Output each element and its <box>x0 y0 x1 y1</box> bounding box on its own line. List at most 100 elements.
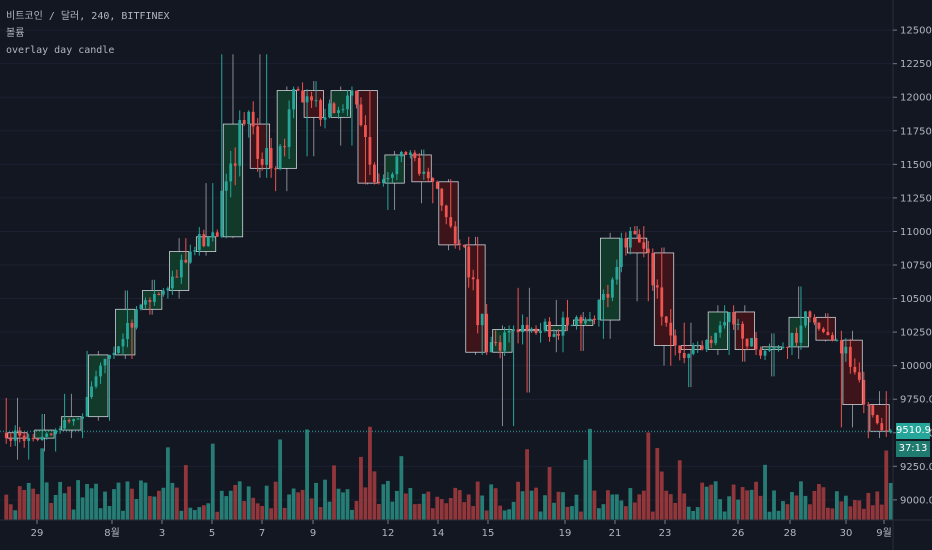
day-candle-box <box>330 90 351 118</box>
volume-bar <box>834 491 839 520</box>
candle-body <box>103 358 107 366</box>
candle-body <box>584 321 587 324</box>
day-candle-box <box>788 316 809 348</box>
candle-body <box>714 332 718 344</box>
candle-body <box>251 111 255 127</box>
day-candle-box <box>222 123 244 238</box>
candle-body <box>669 322 673 336</box>
candle-body <box>67 419 71 422</box>
volume-bar <box>843 495 848 520</box>
time-tick-label: 3 <box>159 528 165 539</box>
candle-body <box>745 338 749 347</box>
volume-bar <box>875 491 880 520</box>
candle-body <box>830 335 834 341</box>
time-axis[interactable]: 29 8월 3 5 7 9 12 14 15 19 21 23 26 28 30 9월 <box>0 519 932 539</box>
volume-bar <box>444 503 449 520</box>
candle-body <box>197 234 201 251</box>
price-axis[interactable]: 9000.09250.09500.09750.010000.010250.010… <box>893 26 932 507</box>
volume-bar <box>314 482 318 520</box>
volume-bar <box>121 510 125 520</box>
volume-bar <box>174 487 179 520</box>
volume-bar <box>641 490 646 520</box>
candle-body <box>170 276 174 289</box>
candle-body <box>292 88 295 110</box>
volume-bar <box>466 494 471 520</box>
volume-bar <box>134 499 139 520</box>
volume-bar <box>619 500 624 520</box>
volume-bar <box>62 493 67 520</box>
day-candle-box <box>384 154 405 184</box>
volume-bar <box>857 500 862 520</box>
volume-bar <box>516 481 520 520</box>
volume-bar <box>368 426 372 520</box>
volume-bar <box>520 491 525 520</box>
candle-body <box>646 248 650 253</box>
volume-bar <box>197 507 202 520</box>
symbol-title[interactable]: 비트코인 / 달러, 240, BITFINEX <box>6 11 170 22</box>
intraday-candles <box>4 54 893 460</box>
volume-bar <box>228 490 233 520</box>
volume-bar <box>776 510 781 520</box>
volume-indicator-label[interactable]: 볼륨 <box>6 28 25 39</box>
volume-bar <box>246 486 251 520</box>
candle-body <box>408 152 412 155</box>
candle-body <box>148 300 152 302</box>
candle-body <box>485 313 489 353</box>
volume-bar <box>287 494 292 520</box>
volume-bar <box>597 508 601 520</box>
volume-bar <box>529 490 534 520</box>
overlay-indicator-label[interactable]: overlay day candle <box>6 45 115 56</box>
volume-bar <box>803 495 808 520</box>
volume-bar <box>394 490 399 520</box>
candle-body <box>759 349 762 356</box>
volume-bar <box>704 486 709 520</box>
volume-bar <box>350 509 354 520</box>
candle-body <box>691 345 695 354</box>
candle-body <box>193 250 197 252</box>
volume-bar <box>852 500 857 520</box>
volume-bar <box>417 503 422 520</box>
price-tick-label: 9250.0 <box>900 462 932 473</box>
candle-body <box>696 345 700 347</box>
volume-bar <box>215 511 220 520</box>
volume-bar <box>296 492 300 520</box>
volume-bar <box>435 496 440 520</box>
candle-body <box>130 322 134 328</box>
volume-bar <box>22 489 27 520</box>
candle-body <box>76 418 80 420</box>
candle-body <box>471 277 475 280</box>
volume-bar <box>457 490 462 520</box>
candle-body <box>49 433 53 435</box>
candle-body <box>588 318 592 322</box>
candle-body <box>543 321 547 331</box>
volume-bar <box>799 481 803 520</box>
volume-bar <box>372 471 377 520</box>
candle-body <box>786 346 789 348</box>
volume-bar <box>677 460 682 520</box>
volume-bar <box>291 488 296 520</box>
volume-bar <box>754 481 758 520</box>
volume-bar <box>31 488 36 520</box>
volume-bar <box>637 494 642 520</box>
candle-body <box>108 354 111 359</box>
candle-body <box>655 285 659 288</box>
candle-body <box>256 126 260 159</box>
volume-bar <box>363 487 368 520</box>
candle-body <box>135 309 138 328</box>
candle-body <box>247 111 251 125</box>
candle-body <box>835 340 839 342</box>
volume-bar <box>727 496 732 520</box>
day-candle-box <box>411 154 432 183</box>
candle-body <box>732 311 736 325</box>
candle-body <box>768 348 771 351</box>
candle-body <box>651 252 655 286</box>
volume-bar <box>848 506 853 520</box>
candle-body <box>777 347 780 349</box>
volume-bar <box>821 487 826 520</box>
candle-body <box>512 329 516 331</box>
candle-body <box>112 352 116 355</box>
volume-bar <box>309 498 314 520</box>
volume-bar <box>623 506 628 520</box>
